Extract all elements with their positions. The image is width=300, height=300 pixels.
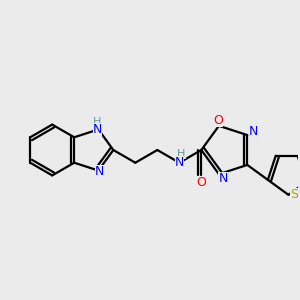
Text: S: S xyxy=(290,188,298,201)
Text: N: N xyxy=(249,125,258,138)
Text: O: O xyxy=(213,114,223,127)
Text: N: N xyxy=(95,165,104,178)
Text: N: N xyxy=(218,172,228,185)
Text: H: H xyxy=(93,117,101,127)
Text: N: N xyxy=(175,156,184,169)
Text: N: N xyxy=(93,123,102,136)
Text: H: H xyxy=(177,149,186,159)
Text: O: O xyxy=(196,176,206,189)
